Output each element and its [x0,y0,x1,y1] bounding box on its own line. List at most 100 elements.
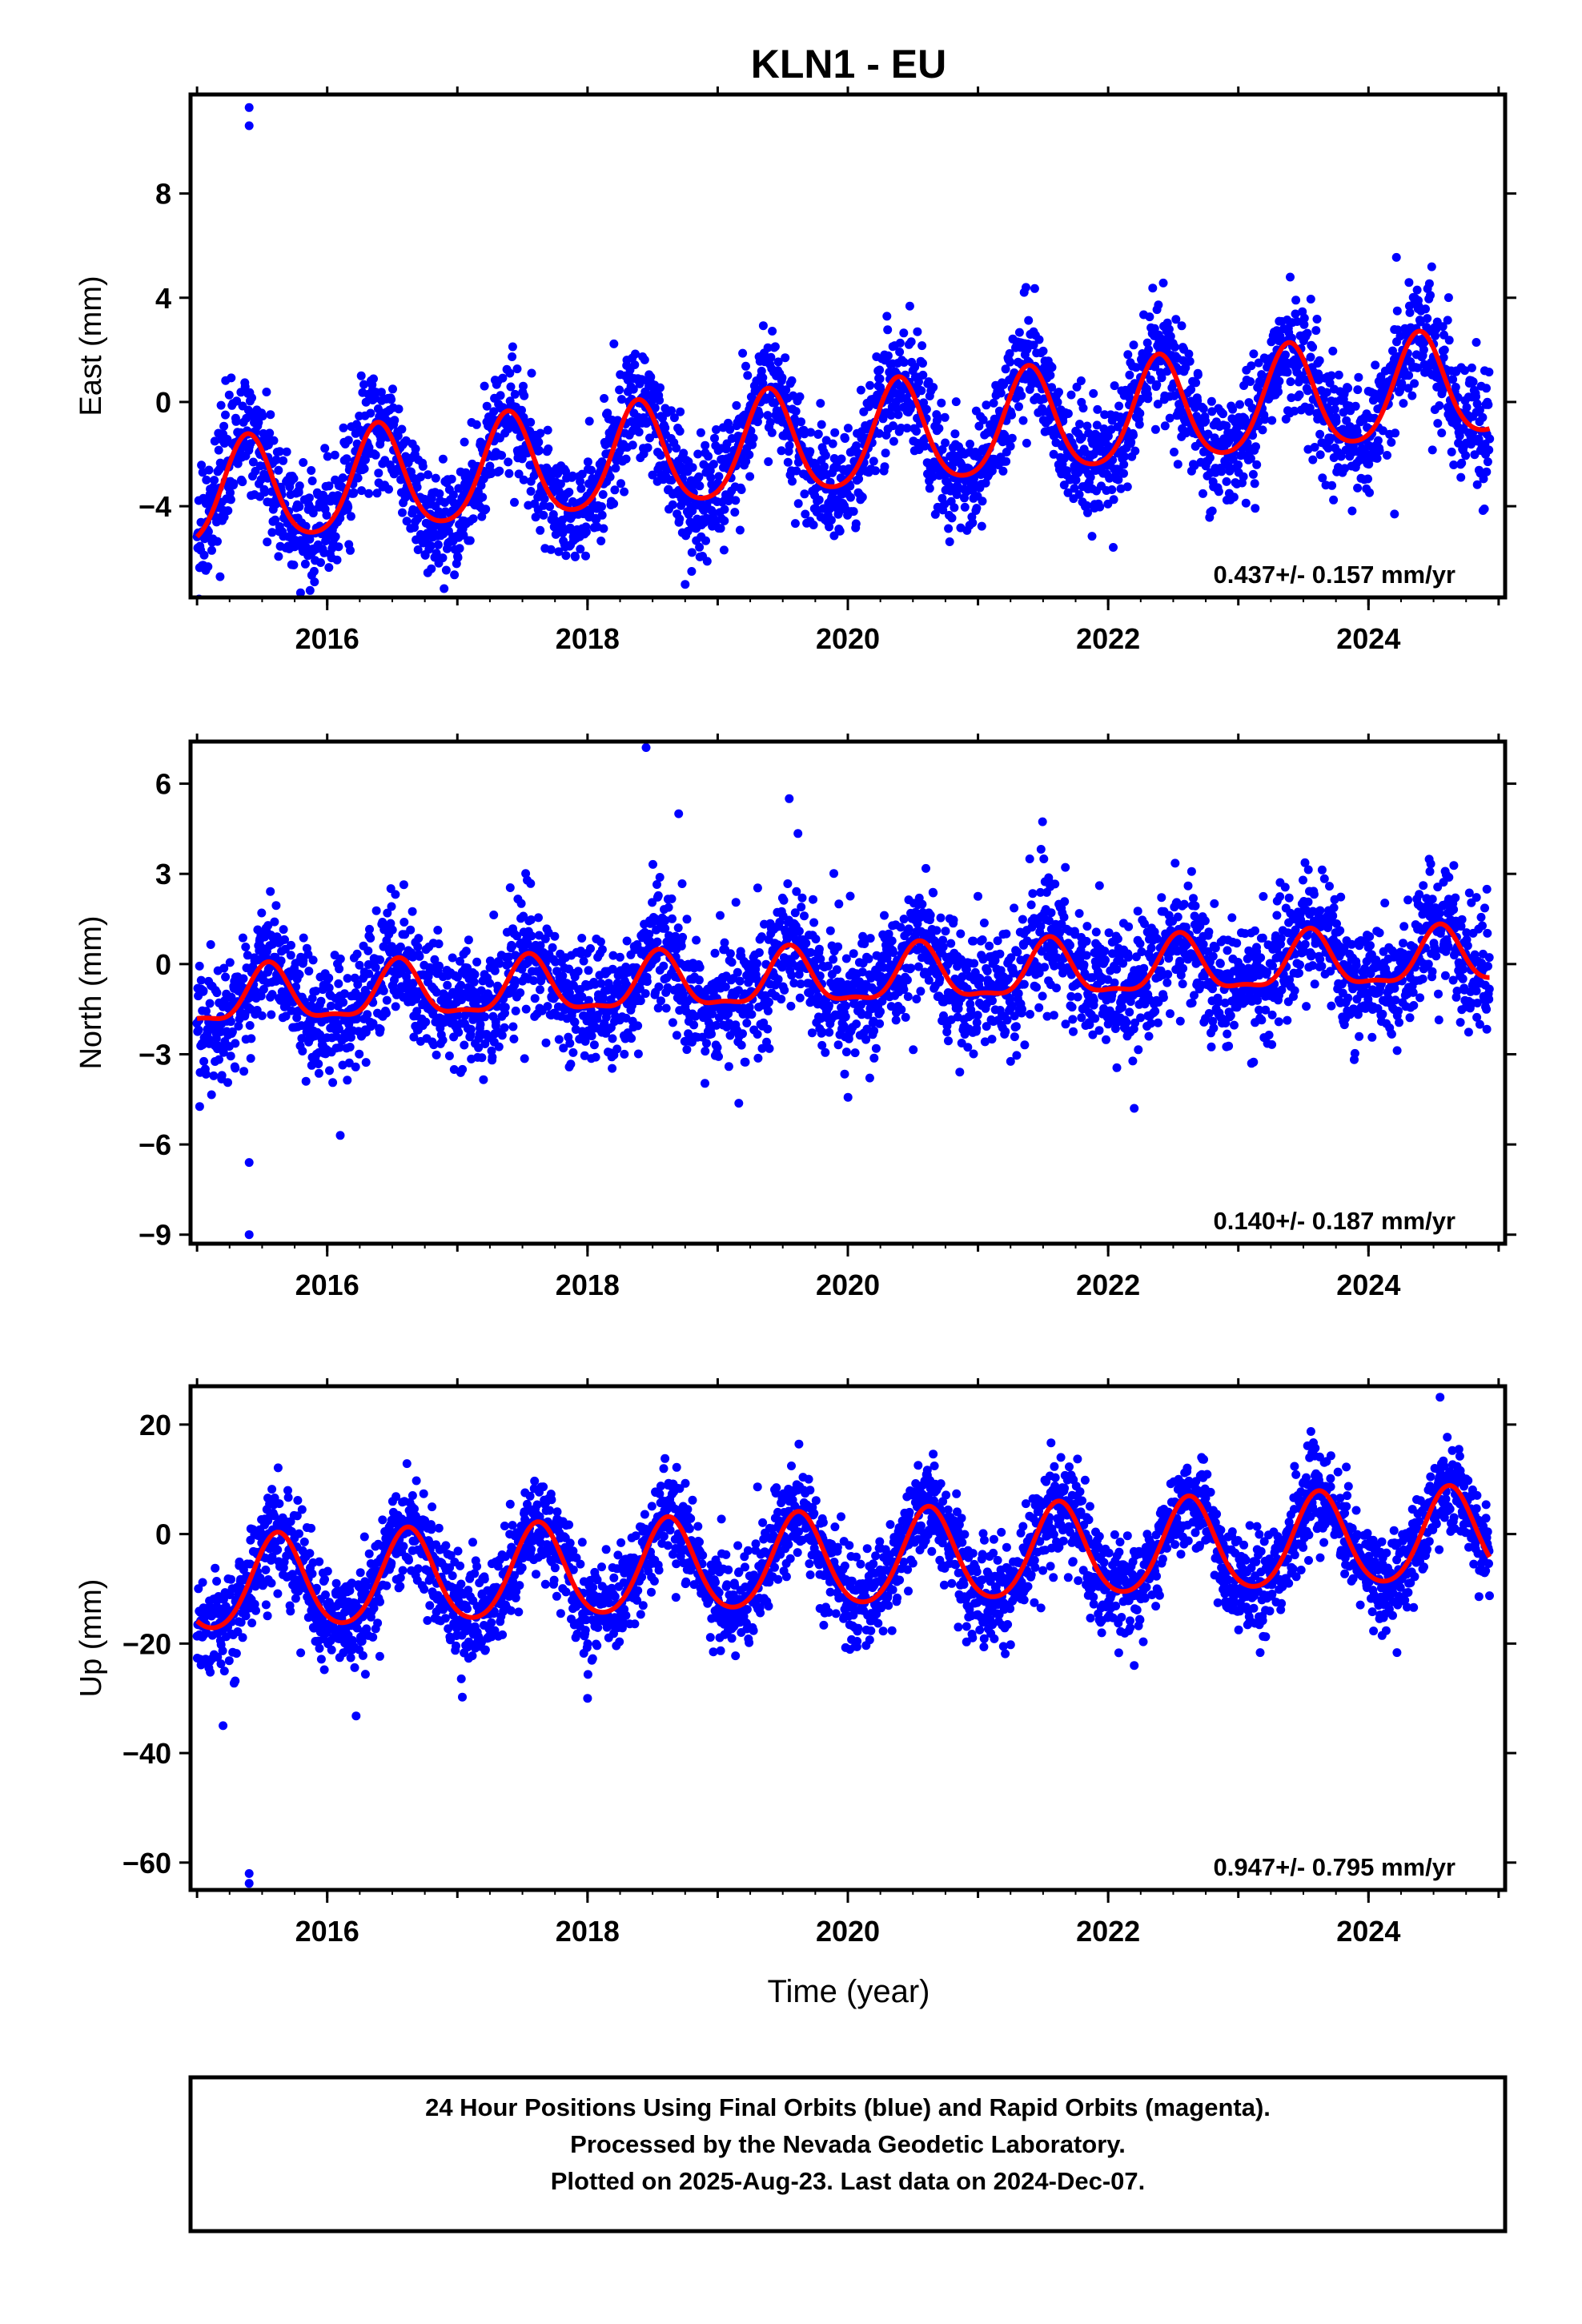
data-point [763,1006,773,1015]
data-point [667,406,676,416]
data-point [238,477,247,487]
data-point [764,457,773,466]
data-point [763,343,773,352]
data-point [745,472,755,481]
data-point [349,488,359,497]
data-point [581,527,591,537]
data-point [456,956,464,966]
data-point [564,488,574,497]
data-point [394,404,404,414]
data-point [363,1010,372,1019]
data-point [324,973,334,983]
data-point [1415,317,1425,327]
data-point [862,1024,872,1034]
data-point [1222,476,1231,486]
data-point [978,415,988,424]
data-point [391,1002,400,1011]
data-point [869,1053,879,1063]
data-point [339,998,348,1007]
data-point [1107,485,1117,494]
data-point [864,954,873,963]
data-point [267,1010,276,1019]
data-point [387,395,396,404]
data-point [628,384,638,394]
data-point [1186,384,1196,394]
data-point [1323,444,1333,453]
data-point [1191,378,1201,388]
data-point [727,958,737,967]
data-point [307,466,316,475]
data-point [199,1056,209,1066]
data-point [339,989,349,999]
data-point [677,941,686,951]
data-point [1329,495,1339,505]
data-point [841,434,849,443]
data-point [825,1027,834,1037]
data-point [390,416,400,425]
data-point [612,1044,622,1054]
data-point [974,421,984,431]
data-point [359,464,369,473]
data-point [1165,413,1174,423]
data-point [1076,376,1086,385]
data-point [724,1009,733,1019]
data-point [889,436,898,446]
data-point [227,373,236,383]
data-point [1074,490,1084,499]
data-point [1306,295,1315,304]
data-point [630,360,640,369]
data-point [584,995,593,1005]
data-point [1207,506,1217,516]
data-point [977,521,986,531]
data-point [346,1032,355,1042]
data-point [505,883,515,892]
data-point [730,508,740,517]
data-point [527,368,536,378]
data-point [494,1042,504,1051]
data-point [597,945,607,955]
data-point [1413,363,1423,372]
data-point [920,441,930,451]
data-point [707,1029,716,1039]
data-point [364,489,374,498]
data-point [476,1019,485,1029]
data-point [371,450,380,460]
data-point [599,524,608,533]
data-point [226,1051,235,1061]
data-point [928,472,938,481]
data-point [953,480,962,490]
data-point [511,1006,520,1015]
data-point [478,493,488,502]
data-point [754,948,764,957]
data-point [1404,278,1414,287]
data-point [527,931,536,941]
data-point [240,382,250,392]
data-point [1482,384,1491,393]
data-point [966,440,974,448]
data-point [817,1027,827,1037]
data-point [440,584,449,593]
data-point [693,449,703,459]
data-point [338,1060,347,1070]
data-point [1123,350,1133,360]
data-point [692,935,701,945]
data-point [1283,368,1292,377]
data-point [883,325,893,335]
data-point [418,461,428,471]
data-point [770,398,780,408]
data-point [263,921,273,931]
data-point [650,403,660,412]
data-point [448,953,457,963]
data-point [960,502,970,512]
data-point [1308,343,1318,352]
data-point [521,869,531,879]
data-point [793,829,803,838]
data-point [688,463,697,472]
data-point [509,1034,519,1043]
data-point [295,502,304,512]
x-tick-label: 2018 [556,622,620,655]
data-point [800,911,809,921]
data-point [766,352,776,362]
data-point [1328,346,1338,356]
data-point [1334,370,1343,380]
